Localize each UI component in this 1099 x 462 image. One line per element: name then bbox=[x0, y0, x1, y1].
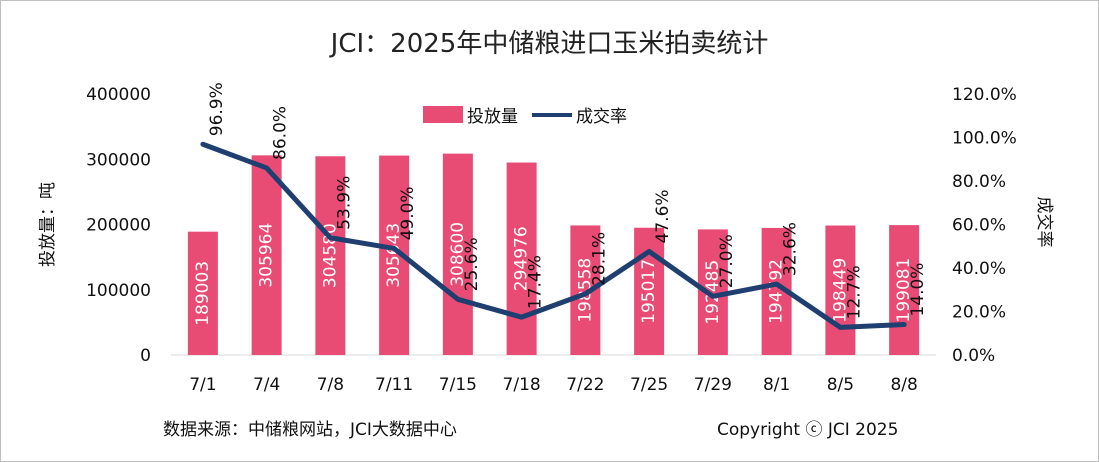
chart-title: JCI：2025年中储粮进口玉米拍卖统计 bbox=[330, 29, 769, 59]
x-tick-label: 8/8 bbox=[890, 375, 917, 395]
bar-data-label: 195017 bbox=[639, 259, 659, 324]
bar-data-label: 294976 bbox=[512, 226, 532, 291]
line-series bbox=[200, 141, 907, 330]
x-tick-label: 7/11 bbox=[375, 375, 413, 395]
y2-axis-title: 成交率 bbox=[1034, 197, 1054, 248]
y2-tick-label: 20.0% bbox=[952, 303, 1006, 323]
legend-label-line: 成交率 bbox=[576, 107, 627, 127]
y2-tick-label: 0.0% bbox=[952, 346, 995, 366]
line-data-label: 12.7% bbox=[844, 265, 864, 319]
x-tick-label: 7/1 bbox=[189, 375, 216, 395]
y2-tick-label: 100.0% bbox=[952, 129, 1017, 149]
bar bbox=[825, 225, 856, 355]
source-note: 数据来源：中储粮网站，JCI大数据中心 bbox=[163, 420, 457, 440]
line-data-label: 53.9% bbox=[334, 176, 354, 230]
legend: 投放量 成交率 bbox=[423, 102, 627, 127]
bar-data-label: 198558 bbox=[575, 258, 595, 323]
bar bbox=[506, 162, 537, 355]
y2-tick-label: 80.0% bbox=[952, 172, 1006, 192]
bar-data-label: 305643 bbox=[384, 223, 404, 288]
y2-tick-label: 120.0% bbox=[952, 85, 1017, 105]
y2-tick-label: 40.0% bbox=[952, 259, 1006, 279]
y-tick-label: 100000 bbox=[86, 281, 151, 301]
bar-data-label: 305964 bbox=[257, 223, 277, 288]
bar bbox=[251, 155, 282, 355]
x-tick-label: 7/15 bbox=[439, 375, 477, 395]
line-data-label: 32.6% bbox=[781, 222, 801, 276]
x-tick-label: 7/22 bbox=[566, 375, 604, 395]
line-data-label: 47.6% bbox=[653, 189, 673, 243]
legend-label-bar: 投放量 bbox=[467, 107, 518, 127]
line-data-label: 96.9% bbox=[207, 82, 227, 136]
line-data-label: 17.4% bbox=[526, 255, 546, 309]
line-data-label: 25.6% bbox=[462, 237, 482, 291]
bar-data-label: 308600 bbox=[448, 222, 468, 287]
line-data-label: 86.0% bbox=[271, 106, 291, 160]
x-tick-label: 7/8 bbox=[317, 375, 344, 395]
bar bbox=[889, 225, 920, 355]
x-tick-label: 7/29 bbox=[694, 375, 732, 395]
x-tick-label: 7/25 bbox=[630, 375, 668, 395]
y-tick-label: 0 bbox=[140, 346, 151, 366]
y-axis-title: 投放量：吨 bbox=[38, 182, 58, 267]
x-tick-label: 7/18 bbox=[503, 375, 541, 395]
bar-data-label: 198449 bbox=[830, 258, 850, 323]
bar bbox=[442, 153, 473, 355]
bar bbox=[634, 227, 665, 355]
line-data-label: 28.1% bbox=[589, 232, 609, 286]
line-data-label: 49.0% bbox=[398, 186, 418, 240]
line-data-label: 27.0% bbox=[717, 234, 737, 288]
legend-swatch-line bbox=[532, 112, 572, 117]
bar-data-label: 189003 bbox=[193, 261, 213, 326]
bar bbox=[315, 156, 346, 355]
line-data-label: 14.0% bbox=[908, 263, 928, 317]
bar bbox=[187, 231, 218, 355]
bar-data-label: 192485 bbox=[703, 260, 723, 325]
y-tick-label: 400000 bbox=[86, 85, 151, 105]
y2-tick-label: 60.0% bbox=[952, 216, 1006, 236]
y-tick-label: 300000 bbox=[86, 150, 151, 170]
x-tick-label: 8/5 bbox=[827, 375, 854, 395]
y-tick-label: 200000 bbox=[86, 216, 151, 236]
x-tick-label: 7/4 bbox=[253, 375, 280, 395]
bar-data-label: 199081 bbox=[894, 258, 914, 323]
bar-data-label: 194792 bbox=[767, 259, 787, 324]
copyright-note: Copyright ⓒ JCI 2025 bbox=[717, 420, 899, 440]
x-tick-label: 8/1 bbox=[763, 375, 790, 395]
legend-swatch-bar bbox=[423, 106, 463, 123]
